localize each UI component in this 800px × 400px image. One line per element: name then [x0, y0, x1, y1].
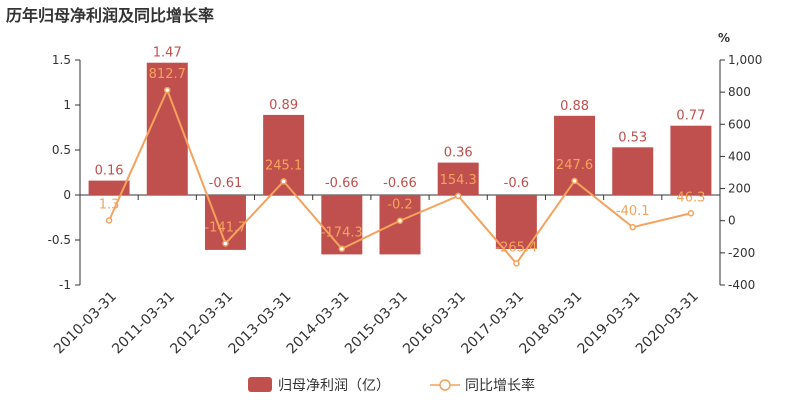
legend-line-label: 同比增长率: [465, 377, 535, 394]
growth-point: [280, 178, 287, 185]
right-tick-label: -400: [728, 278, 755, 292]
bar-value-label: -0.66: [383, 176, 417, 191]
bar: [88, 180, 130, 195]
right-tick-label: 800: [728, 85, 751, 99]
right-tick-label: 0: [728, 214, 736, 228]
growth-value-label: 247.6: [556, 158, 593, 173]
growth-value-label: -141.7: [204, 220, 246, 235]
growth-value-label: -0.2: [387, 198, 412, 213]
growth-value-label: -265.4: [495, 240, 537, 255]
bar: [670, 125, 712, 195]
left-tick-label: 0.5: [52, 143, 71, 157]
bar: [437, 162, 479, 195]
growth-point: [629, 223, 636, 231]
bar-value-label: 0.36: [444, 146, 473, 161]
growth-value-label: 245.1: [265, 158, 302, 173]
growth-value-label: 46.3: [676, 190, 705, 205]
right-tick-label: -200: [728, 246, 755, 260]
growth-point: [105, 217, 113, 224]
right-axis-unit: %: [718, 31, 730, 45]
bar-value-label: 1.47: [153, 46, 182, 61]
bar-value-label: 0.77: [676, 109, 705, 124]
left-tick-label: 1.5: [52, 53, 71, 67]
bar-value-label: 0.53: [618, 130, 647, 145]
growth-point: [571, 177, 578, 185]
legend-line-marker: [439, 379, 451, 391]
growth-value-label: 154.3: [440, 173, 477, 188]
growth-point: [513, 260, 520, 267]
bar-value-label: 0.88: [560, 99, 589, 114]
growth-point: [396, 217, 404, 224]
bar-value-label: -0.66: [325, 176, 359, 191]
bar-value-label: 0.16: [95, 164, 124, 179]
growth-value-label: 1.3: [99, 198, 120, 213]
right-tick-label: 400: [728, 149, 751, 163]
bar: [612, 147, 654, 195]
x-tick-label: 2020-03-31: [633, 289, 702, 358]
growth-point: [222, 240, 229, 247]
bar: [321, 195, 363, 255]
growth-point: [687, 210, 695, 217]
bar: [379, 195, 421, 255]
right-tick-label: 1,000: [728, 53, 762, 67]
legend-bar-label: 归母净利润（亿）: [278, 377, 390, 394]
growth-value-label: -174.3: [321, 226, 363, 241]
growth-point: [454, 192, 462, 200]
growth-point: [338, 245, 346, 252]
bar-value-label: -0.61: [209, 176, 243, 191]
chart-title: 历年归母净利润及同比增长率: [6, 6, 215, 25]
bar-value-label: 0.89: [269, 98, 298, 113]
left-tick-label: 0: [63, 188, 71, 202]
right-tick-label: 200: [728, 182, 751, 196]
left-tick-label: -1: [59, 278, 71, 292]
legend-bar-swatch: [248, 377, 272, 392]
bar: [495, 195, 537, 249]
right-tick-label: 600: [728, 117, 751, 131]
growth-value-label: 812.7: [149, 67, 186, 82]
bar-value-label: -0.6: [504, 176, 529, 191]
left-tick-label: -0.5: [48, 233, 71, 247]
growth-point: [164, 86, 171, 94]
left-tick-label: 1: [63, 98, 71, 112]
growth-value-label: -40.1: [616, 204, 650, 219]
